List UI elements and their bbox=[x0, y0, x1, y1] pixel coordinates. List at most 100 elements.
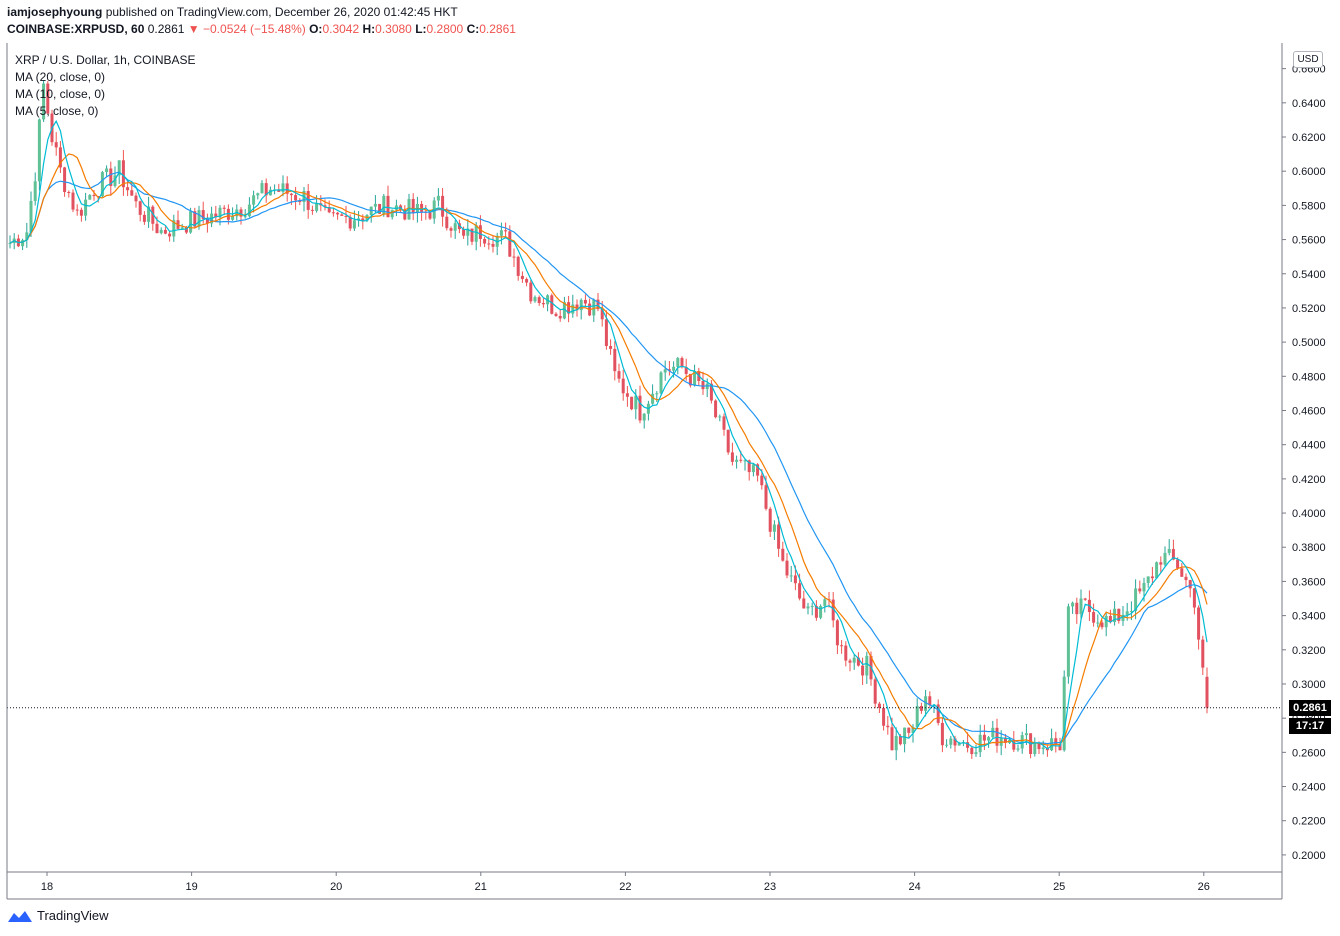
candle-body bbox=[256, 193, 260, 196]
candle-body bbox=[772, 524, 776, 532]
candle bbox=[1155, 561, 1159, 579]
candle bbox=[294, 186, 298, 210]
candle-body bbox=[1180, 568, 1184, 577]
candle bbox=[1197, 605, 1201, 650]
candle-body bbox=[1012, 740, 1016, 750]
x-tick-label: 19 bbox=[185, 881, 197, 893]
x-tick-label: 25 bbox=[1053, 881, 1065, 893]
candle bbox=[567, 295, 571, 323]
candle-body bbox=[756, 464, 760, 476]
x-tick-label: 18 bbox=[41, 881, 53, 893]
candle-body bbox=[1138, 588, 1142, 592]
candle-body bbox=[155, 223, 159, 234]
candle bbox=[134, 192, 138, 208]
candle bbox=[718, 414, 722, 422]
candle-body bbox=[1163, 552, 1167, 565]
candle-body bbox=[214, 213, 218, 218]
candle bbox=[995, 718, 999, 753]
candle-body bbox=[1033, 742, 1037, 755]
candle-body bbox=[831, 599, 835, 621]
candle bbox=[310, 205, 314, 215]
currency-badge[interactable]: USD bbox=[1293, 51, 1323, 68]
candle-body bbox=[168, 233, 172, 237]
y-tick-label: 0.4000 bbox=[1292, 508, 1326, 520]
candle-body bbox=[621, 378, 625, 394]
candle bbox=[21, 238, 25, 251]
candle bbox=[483, 236, 487, 248]
candle bbox=[499, 222, 503, 245]
candle-body bbox=[533, 297, 537, 302]
candle-body bbox=[802, 598, 806, 609]
author-name[interactable]: iamjosephyoung bbox=[7, 5, 103, 19]
candle-body bbox=[659, 372, 663, 394]
candle-body bbox=[651, 393, 655, 404]
candle bbox=[1205, 667, 1209, 714]
candle-body bbox=[667, 369, 671, 371]
candle bbox=[239, 207, 243, 225]
candle-body bbox=[768, 508, 772, 532]
candle bbox=[621, 369, 625, 401]
candle bbox=[651, 384, 655, 405]
candle-body bbox=[848, 660, 852, 663]
candle bbox=[357, 210, 361, 227]
legend-ma5[interactable]: MA (5, close, 0) bbox=[15, 104, 99, 118]
candle bbox=[54, 132, 58, 156]
candle bbox=[512, 248, 516, 267]
candle bbox=[751, 463, 755, 477]
candle-body bbox=[1134, 588, 1138, 611]
candle-body bbox=[357, 218, 361, 221]
candle bbox=[579, 298, 583, 320]
y-tick-label: 0.5600 bbox=[1292, 235, 1326, 247]
footer-brand[interactable]: TradingView bbox=[37, 908, 109, 923]
price-change: −0.0524 (−15.48%) bbox=[203, 22, 306, 36]
legend-ma10[interactable]: MA (10, close, 0) bbox=[15, 87, 106, 101]
candle-body bbox=[709, 383, 713, 401]
candle-body bbox=[1176, 559, 1180, 569]
plot-area[interactable] bbox=[7, 80, 1282, 761]
candle bbox=[260, 180, 264, 194]
candle bbox=[1050, 728, 1054, 752]
candle bbox=[810, 602, 814, 616]
candle-body bbox=[953, 738, 957, 746]
ma-line-5 bbox=[9, 119, 1208, 750]
candle-body bbox=[105, 168, 109, 173]
candle bbox=[67, 190, 71, 198]
candle-body bbox=[928, 696, 932, 706]
candle-body bbox=[436, 195, 440, 201]
candle-body bbox=[1129, 610, 1133, 612]
candle bbox=[789, 565, 793, 583]
candle-body bbox=[894, 735, 898, 751]
candle bbox=[861, 657, 865, 685]
candle-body bbox=[134, 195, 138, 202]
candle-body bbox=[147, 206, 151, 222]
candle-body bbox=[936, 704, 940, 723]
candle bbox=[546, 294, 550, 312]
candle bbox=[289, 192, 293, 205]
candle-body bbox=[966, 742, 970, 748]
candle bbox=[222, 205, 226, 216]
candle-body bbox=[882, 708, 886, 726]
candle bbox=[193, 207, 197, 228]
candle bbox=[840, 640, 844, 654]
candle-body bbox=[781, 548, 785, 561]
candle-body bbox=[823, 599, 827, 606]
candle bbox=[1016, 744, 1020, 752]
y-tick-label: 0.3200 bbox=[1292, 645, 1326, 657]
candle-body bbox=[88, 195, 92, 200]
candle-body bbox=[810, 606, 814, 608]
low-value: 0.2800 bbox=[426, 22, 464, 36]
candle-body bbox=[331, 212, 335, 214]
candle-body bbox=[672, 366, 676, 371]
candle-body bbox=[819, 605, 823, 618]
candle bbox=[8, 235, 12, 249]
candle bbox=[562, 296, 566, 320]
legend-ma20[interactable]: MA (20, close, 0) bbox=[15, 70, 106, 84]
candle bbox=[84, 192, 88, 221]
candle bbox=[79, 207, 83, 222]
open-value: 0.3042 bbox=[322, 22, 360, 36]
candle-body bbox=[1146, 576, 1150, 584]
candle bbox=[25, 222, 29, 248]
x-tick-label: 21 bbox=[475, 881, 487, 893]
candle-body bbox=[957, 743, 961, 746]
